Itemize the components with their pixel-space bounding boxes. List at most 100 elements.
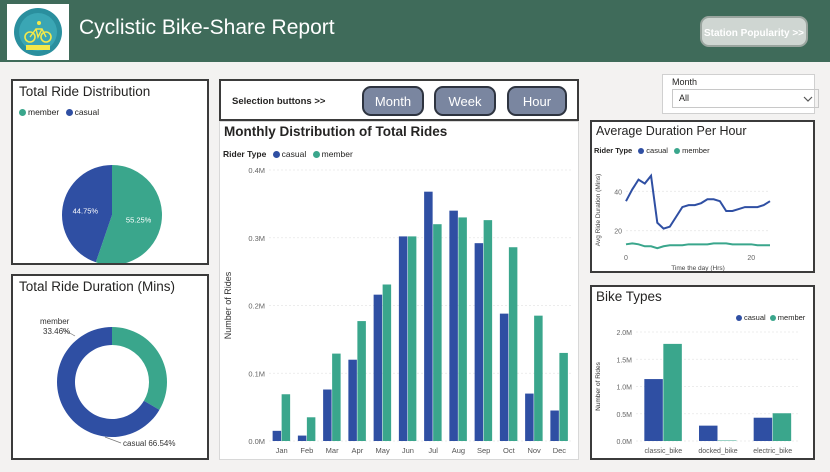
bar-casual	[424, 191, 433, 441]
bar-member	[281, 394, 291, 441]
ride-distribution-pie[interactable]: 55.25% 44.75%	[13, 123, 207, 263]
legend-label: casual	[646, 146, 668, 155]
axis-label: Number of Rides	[223, 271, 233, 339]
tick-label: 0.4M	[248, 166, 265, 175]
series-line-member	[625, 242, 770, 250]
tick-label: Feb	[300, 446, 313, 455]
axis-label: Avg Ride Duration (Mins)	[595, 174, 602, 247]
tick-label: Oct	[503, 446, 516, 455]
legend-dot-member	[19, 109, 26, 117]
tick-label: 0.0M	[248, 437, 265, 446]
legend-dot-casual	[272, 151, 280, 159]
pie-slice-casual	[61, 165, 112, 263]
legend-label: member	[28, 107, 60, 117]
hourly-line-chart[interactable]: 20 40 0 20 Time the day (Hrs) Avg Ride Durati…	[592, 158, 813, 273]
legend-dot-member	[312, 151, 320, 159]
report-title: Cyclistic Bike-Share Report	[79, 16, 335, 39]
tick-label: electric_bike	[753, 448, 792, 455]
report-header: Cyclistic Bike-Share Report Station Popu…	[0, 0, 830, 62]
bar-casual	[550, 410, 559, 441]
month-slicer: Month All	[662, 74, 819, 114]
axis-label: Time the day (Hrs)	[671, 265, 725, 272]
station-popularity-button[interactable]: Station Popularity >>	[700, 16, 808, 47]
data-label: 44.75%	[73, 207, 99, 216]
legend-title: Rider Type	[223, 149, 267, 159]
legend-label: member	[682, 146, 710, 155]
leader-line	[60, 327, 76, 337]
tick-label: Jan	[276, 446, 288, 455]
bar-casual	[753, 417, 773, 441]
bar-casual	[449, 210, 458, 441]
slicer-label: Month	[672, 77, 698, 87]
tick-label: 0.1M	[248, 369, 265, 378]
tick-label: Mar	[326, 446, 339, 455]
bar-member	[332, 353, 341, 441]
bar-member	[508, 247, 518, 441]
ride-duration-card: Total Ride Duration (Mins) member 33.46% c…	[11, 274, 209, 460]
donut-slice-member	[112, 327, 167, 410]
bar-casual	[348, 359, 357, 441]
tick-label: Sep	[477, 446, 490, 455]
bar-casual	[474, 243, 484, 441]
legend-label: casual	[74, 107, 100, 117]
bar-casual	[272, 430, 282, 441]
bar-member	[483, 220, 493, 441]
chart-legend: Rider Type casual member	[594, 146, 710, 155]
series-line-casual	[625, 173, 771, 230]
legend-label: casual	[281, 149, 307, 159]
hour-button[interactable]: Hour	[507, 86, 567, 116]
bike-types-card: Bike Types casual member 0.0M 0.5M 1.0M 1.5…	[590, 285, 815, 460]
tick-label: docked_bike	[698, 448, 737, 455]
card-title: Bike Types	[596, 289, 662, 304]
bar-casual	[644, 379, 663, 441]
monthly-distribution-card: Monthly Distribution of Total Rides Ride…	[219, 121, 579, 460]
legend-label: member	[321, 149, 353, 159]
tick-label: Jun	[402, 446, 414, 455]
bar-member	[534, 315, 543, 441]
legend-label: casual	[744, 313, 766, 322]
card-title: Total Ride Distribution	[19, 84, 151, 99]
legend-dot-casual	[65, 109, 73, 117]
month-button[interactable]: Month	[362, 86, 424, 116]
tick-label: 20	[747, 255, 755, 262]
bar-member	[357, 321, 366, 441]
bike-types-bar-chart[interactable]: 0.0M 0.5M 1.0M 1.5M 2.0M classic_bike docked_b…	[592, 324, 813, 459]
ride-distribution-card: Total Ride Distribution member casual 55…	[11, 79, 209, 265]
tick-label: Jul	[428, 446, 438, 455]
dropdown-value: All	[679, 93, 690, 103]
legend-dot-member	[769, 315, 776, 322]
card-title: Monthly Distribution of Total Rides	[224, 124, 448, 139]
month-dropdown[interactable]: All	[672, 89, 819, 108]
legend-dot-casual	[638, 148, 645, 155]
bar-casual	[398, 236, 408, 441]
bar-member	[382, 284, 392, 441]
tick-label: Aug	[452, 446, 465, 455]
tick-label: 0.2M	[248, 302, 265, 311]
bar-casual	[499, 313, 509, 441]
week-button[interactable]: Week	[434, 86, 496, 116]
donut-slice-casual	[56, 327, 160, 437]
tick-label: 20	[614, 229, 622, 236]
selection-bar: Selection buttons >> Month Week Hour	[219, 79, 579, 121]
bar-casual	[699, 425, 718, 441]
tick-label: 0.0M	[616, 439, 632, 446]
tick-label: Nov	[527, 446, 541, 455]
monthly-bar-chart[interactable]: 0.0M 0.1M 0.2M 0.3M 0.4M Jan Feb Mar Apr May Jun Ju…	[220, 163, 578, 459]
bar-member	[433, 224, 442, 441]
bar-casual	[323, 389, 332, 441]
tick-label: 1.0M	[616, 385, 632, 392]
bar-casual	[525, 393, 534, 441]
selection-label: Selection buttons >>	[232, 96, 326, 107]
tick-label: 40	[614, 189, 622, 196]
bar-member	[306, 417, 316, 441]
tick-label: Dec	[553, 446, 567, 455]
bar-member	[458, 217, 467, 441]
hourly-duration-card: Average Duration Per Hour Rider Type cas…	[590, 120, 815, 273]
data-label: member	[40, 317, 70, 326]
bar-member	[663, 343, 682, 441]
data-label: 33.46%	[43, 327, 70, 336]
tick-label: Apr	[352, 446, 364, 455]
tick-label: 2.0M	[616, 330, 632, 337]
legend-label: member	[777, 313, 806, 322]
